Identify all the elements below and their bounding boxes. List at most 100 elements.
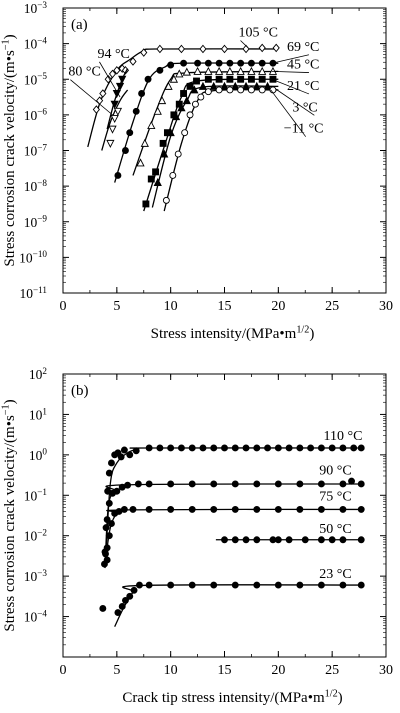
panel-label: (a) [71, 17, 88, 33]
data-point [145, 480, 153, 488]
data-point [118, 603, 126, 610]
y-tick-label: 10−10 [19, 249, 47, 265]
y-tick-label: 10−11 [19, 285, 47, 301]
data-point [108, 69, 117, 79]
data-point [167, 505, 175, 513]
data-point [144, 75, 152, 83]
y-tick-label: 10−3 [24, 568, 48, 584]
series-2: 80 °C [68, 65, 129, 151]
data-point [199, 44, 207, 54]
data-point [226, 75, 234, 83]
data-point [190, 85, 199, 94]
data-point [188, 505, 196, 513]
y-tick-label: 10−4 [24, 35, 48, 51]
data-point [129, 505, 137, 513]
y-tick-label: 10−6 [24, 107, 48, 123]
series-label: 45 °C [287, 58, 319, 73]
data-point [274, 480, 282, 488]
series-label: 80 °C [68, 65, 100, 80]
data-point [236, 66, 245, 75]
data-point [253, 581, 261, 589]
data-point [247, 75, 255, 83]
data-point [253, 444, 261, 452]
data-point [231, 505, 239, 513]
data-point [167, 61, 175, 69]
data-point [159, 139, 167, 147]
data-point [242, 44, 250, 54]
data-point [132, 107, 140, 115]
series-curve [105, 508, 365, 557]
data-point [175, 69, 184, 78]
series-label: 69 °C [287, 40, 319, 55]
data-point [126, 451, 134, 459]
data-point [99, 89, 107, 98]
data-point [99, 605, 107, 612]
data-point [204, 66, 213, 75]
data-point [264, 444, 272, 452]
series-curve [151, 85, 279, 208]
data-point [164, 81, 173, 90]
data-point [204, 75, 212, 83]
data-point [142, 200, 150, 208]
label-leader-line [99, 61, 121, 98]
data-point [147, 120, 156, 130]
data-point [226, 86, 234, 94]
data-point [301, 536, 309, 544]
data-point [102, 550, 109, 558]
series-label: 50 °C [319, 522, 351, 537]
series-3: 69 °C [114, 40, 319, 183]
data-point [120, 446, 128, 454]
series-curve [114, 584, 365, 627]
y-tick-label: 10−8 [24, 178, 48, 194]
series-label: 110 °C [324, 429, 363, 444]
data-point [136, 158, 145, 167]
data-point [107, 459, 115, 467]
data-point [357, 536, 365, 544]
data-point [188, 480, 196, 488]
x-tick-label: 25 [325, 663, 339, 678]
x-axis-label: Crack tip stress intensity/(MPa•m1/2) [122, 688, 342, 706]
data-point [258, 66, 267, 75]
data-point [191, 100, 199, 108]
data-point [129, 57, 137, 66]
data-point [103, 544, 111, 552]
data-point [118, 64, 126, 73]
data-point [121, 596, 129, 604]
data-point [258, 75, 266, 83]
y-tick-label: 10−4 [24, 608, 48, 624]
data-point [296, 581, 304, 589]
data-point [210, 581, 218, 589]
data-point [348, 477, 355, 485]
panel-label: (b) [71, 383, 89, 399]
data-point [226, 59, 234, 67]
label-leader-line [271, 78, 310, 95]
data-point [285, 444, 293, 452]
data-point [231, 581, 239, 589]
label-leader-line [240, 40, 249, 49]
data-point [166, 128, 175, 137]
data-point [180, 90, 188, 97]
data-point [357, 581, 365, 589]
series-2: 75 °C [103, 490, 365, 557]
data-point [167, 581, 175, 589]
data-point [156, 444, 164, 452]
y-tick-label: 10−9 [24, 214, 48, 230]
data-point [132, 447, 140, 455]
data-point [104, 74, 112, 84]
data-point [140, 138, 149, 147]
data-point [103, 516, 111, 523]
data-point [274, 505, 282, 513]
data-point [153, 177, 162, 187]
data-point [156, 44, 164, 54]
series-3: 50 °C [215, 522, 365, 544]
data-point [357, 480, 365, 488]
data-point [317, 581, 325, 589]
data-point [113, 487, 121, 495]
data-point [258, 59, 266, 67]
data-point [167, 444, 175, 452]
data-point [177, 103, 186, 112]
data-point [126, 129, 134, 137]
data-point [247, 59, 255, 67]
data-point [258, 43, 266, 53]
series-label: 94 °C [97, 47, 129, 62]
